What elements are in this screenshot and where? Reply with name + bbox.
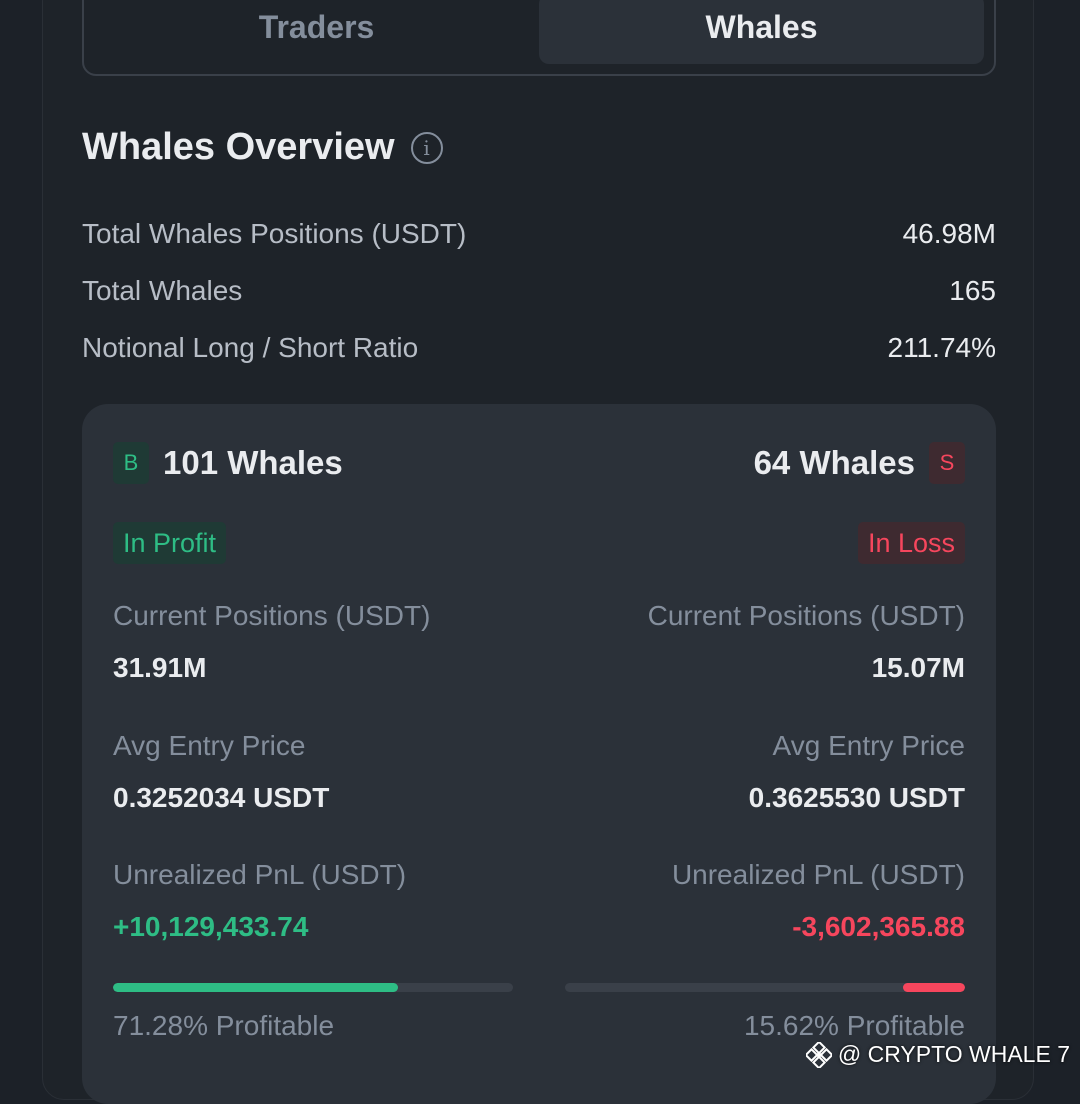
stat-value: 211.74% — [888, 332, 996, 364]
page-title: Whales Overview — [82, 126, 395, 169]
stat-row-total-positions: Total Whales Positions (USDT) 46.98M — [82, 218, 996, 250]
short-whales-header: 64 Whales S — [754, 442, 965, 484]
sell-badge: S — [929, 442, 965, 484]
short-profitable-bar — [565, 983, 965, 992]
short-profitable-bar-fill — [903, 983, 965, 992]
overview-header: Whales Overview i — [82, 126, 443, 169]
short-entry-value: 0.3625530 USDT — [749, 782, 965, 814]
long-short-card: B 101 Whales In Profit Current Positions… — [82, 404, 996, 1104]
long-profitable-label: 71.28% Profitable — [113, 1010, 334, 1042]
stat-row-long-short-ratio: Notional Long / Short Ratio 211.74% — [82, 332, 996, 364]
stat-label: Notional Long / Short Ratio — [82, 332, 418, 364]
long-profitable-bar — [113, 983, 513, 992]
short-whales-count: 64 Whales — [754, 444, 915, 482]
in-loss-tag: In Loss — [858, 522, 965, 564]
long-whales-header: B 101 Whales — [113, 442, 343, 484]
long-pnl-label: Unrealized PnL (USDT) — [113, 859, 406, 891]
long-profitable-bar-fill — [113, 983, 398, 992]
short-entry-label: Avg Entry Price — [773, 730, 965, 762]
watermark-text: @ CRYPTO WHALE 7 — [838, 1041, 1070, 1068]
short-profitable-label: 15.62% Profitable — [744, 1010, 965, 1042]
in-profit-tag: In Profit — [113, 522, 226, 564]
tab-traders[interactable]: Traders — [94, 0, 539, 64]
long-whales-count: 101 Whales — [163, 444, 343, 482]
short-pnl-label: Unrealized PnL (USDT) — [672, 859, 965, 891]
short-positions-label: Current Positions (USDT) — [648, 600, 965, 632]
stat-label: Total Whales — [82, 275, 242, 307]
tab-bar: Traders Whales — [82, 0, 996, 76]
long-entry-label: Avg Entry Price — [113, 730, 305, 762]
stat-label: Total Whales Positions (USDT) — [82, 218, 466, 250]
info-icon[interactable]: i — [411, 132, 443, 164]
short-positions-value: 15.07M — [872, 652, 965, 684]
stat-value: 46.98M — [903, 218, 996, 250]
stat-row-total-whales: Total Whales 165 — [82, 275, 996, 307]
watermark: @ CRYPTO WHALE 7 — [806, 1041, 1070, 1068]
long-positions-value: 31.91M — [113, 652, 206, 684]
long-positions-label: Current Positions (USDT) — [113, 600, 430, 632]
binance-logo-icon — [806, 1042, 832, 1068]
buy-badge: B — [113, 442, 149, 484]
long-entry-value: 0.3252034 USDT — [113, 782, 329, 814]
long-pnl-value: +10,129,433.74 — [113, 911, 308, 943]
stat-value: 165 — [949, 275, 996, 307]
tab-whales[interactable]: Whales — [539, 0, 984, 64]
short-pnl-value: -3,602,365.88 — [792, 911, 965, 943]
